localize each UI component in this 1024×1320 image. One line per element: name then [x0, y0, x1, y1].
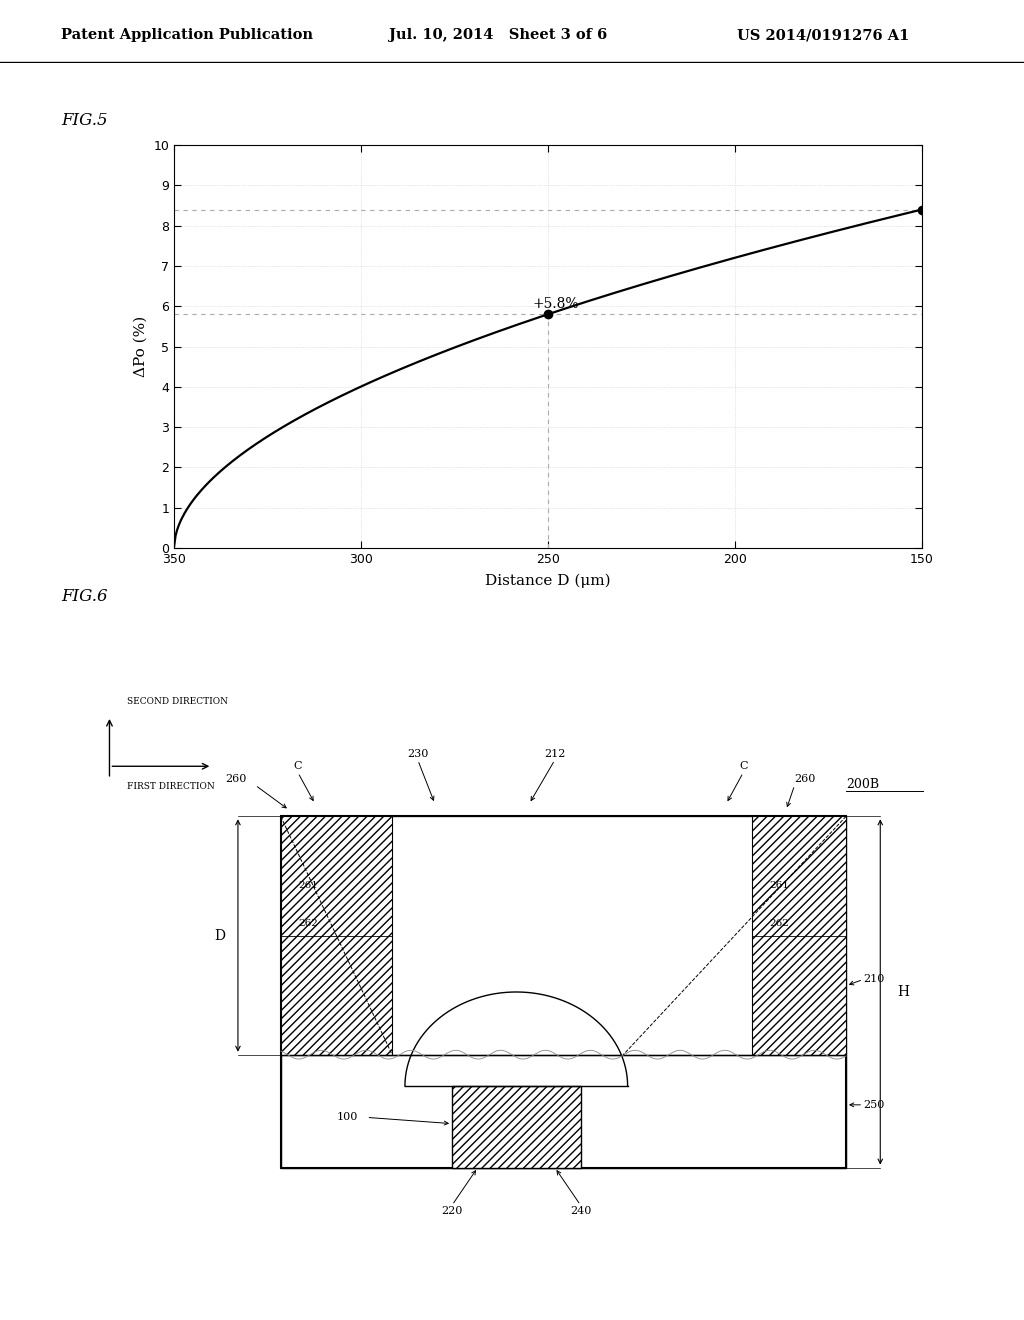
- Text: 261: 261: [769, 880, 788, 890]
- Text: 212: 212: [544, 748, 565, 759]
- Text: C: C: [739, 762, 748, 771]
- Text: 100: 100: [337, 1113, 357, 1122]
- Bar: [281, 1055, 846, 1167]
- Text: 262: 262: [298, 919, 317, 928]
- Text: US 2014/0191276 A1: US 2014/0191276 A1: [737, 28, 909, 42]
- Text: 200B: 200B: [846, 779, 880, 791]
- Text: H: H: [897, 985, 909, 999]
- Bar: [281, 816, 846, 1055]
- Text: 260: 260: [225, 774, 247, 784]
- Text: Patent Application Publication: Patent Application Publication: [61, 28, 313, 42]
- Text: D: D: [214, 928, 225, 942]
- Text: 210: 210: [863, 974, 885, 985]
- Bar: [452, 1086, 581, 1167]
- X-axis label: Distance D (μm): Distance D (μm): [485, 574, 610, 589]
- Bar: [752, 816, 846, 1055]
- Text: FIG.6: FIG.6: [61, 587, 109, 605]
- Text: 230: 230: [408, 748, 428, 759]
- Text: FIRST DIRECTION: FIRST DIRECTION: [127, 781, 214, 791]
- Text: 240: 240: [569, 1206, 591, 1217]
- Text: Jul. 10, 2014   Sheet 3 of 6: Jul. 10, 2014 Sheet 3 of 6: [389, 28, 607, 42]
- Text: SECOND DIRECTION: SECOND DIRECTION: [127, 697, 227, 706]
- Bar: [281, 816, 846, 1167]
- Bar: [281, 816, 392, 1055]
- Text: 262: 262: [769, 919, 788, 928]
- Y-axis label: ΔPo (%): ΔPo (%): [134, 315, 147, 378]
- Text: +5.8%: +5.8%: [532, 297, 580, 312]
- Text: FIG.5: FIG.5: [61, 112, 109, 129]
- Text: 220: 220: [441, 1206, 463, 1217]
- Text: 250: 250: [863, 1100, 885, 1110]
- Text: C: C: [294, 762, 302, 771]
- Text: 261: 261: [298, 880, 317, 890]
- Text: 260: 260: [795, 774, 816, 784]
